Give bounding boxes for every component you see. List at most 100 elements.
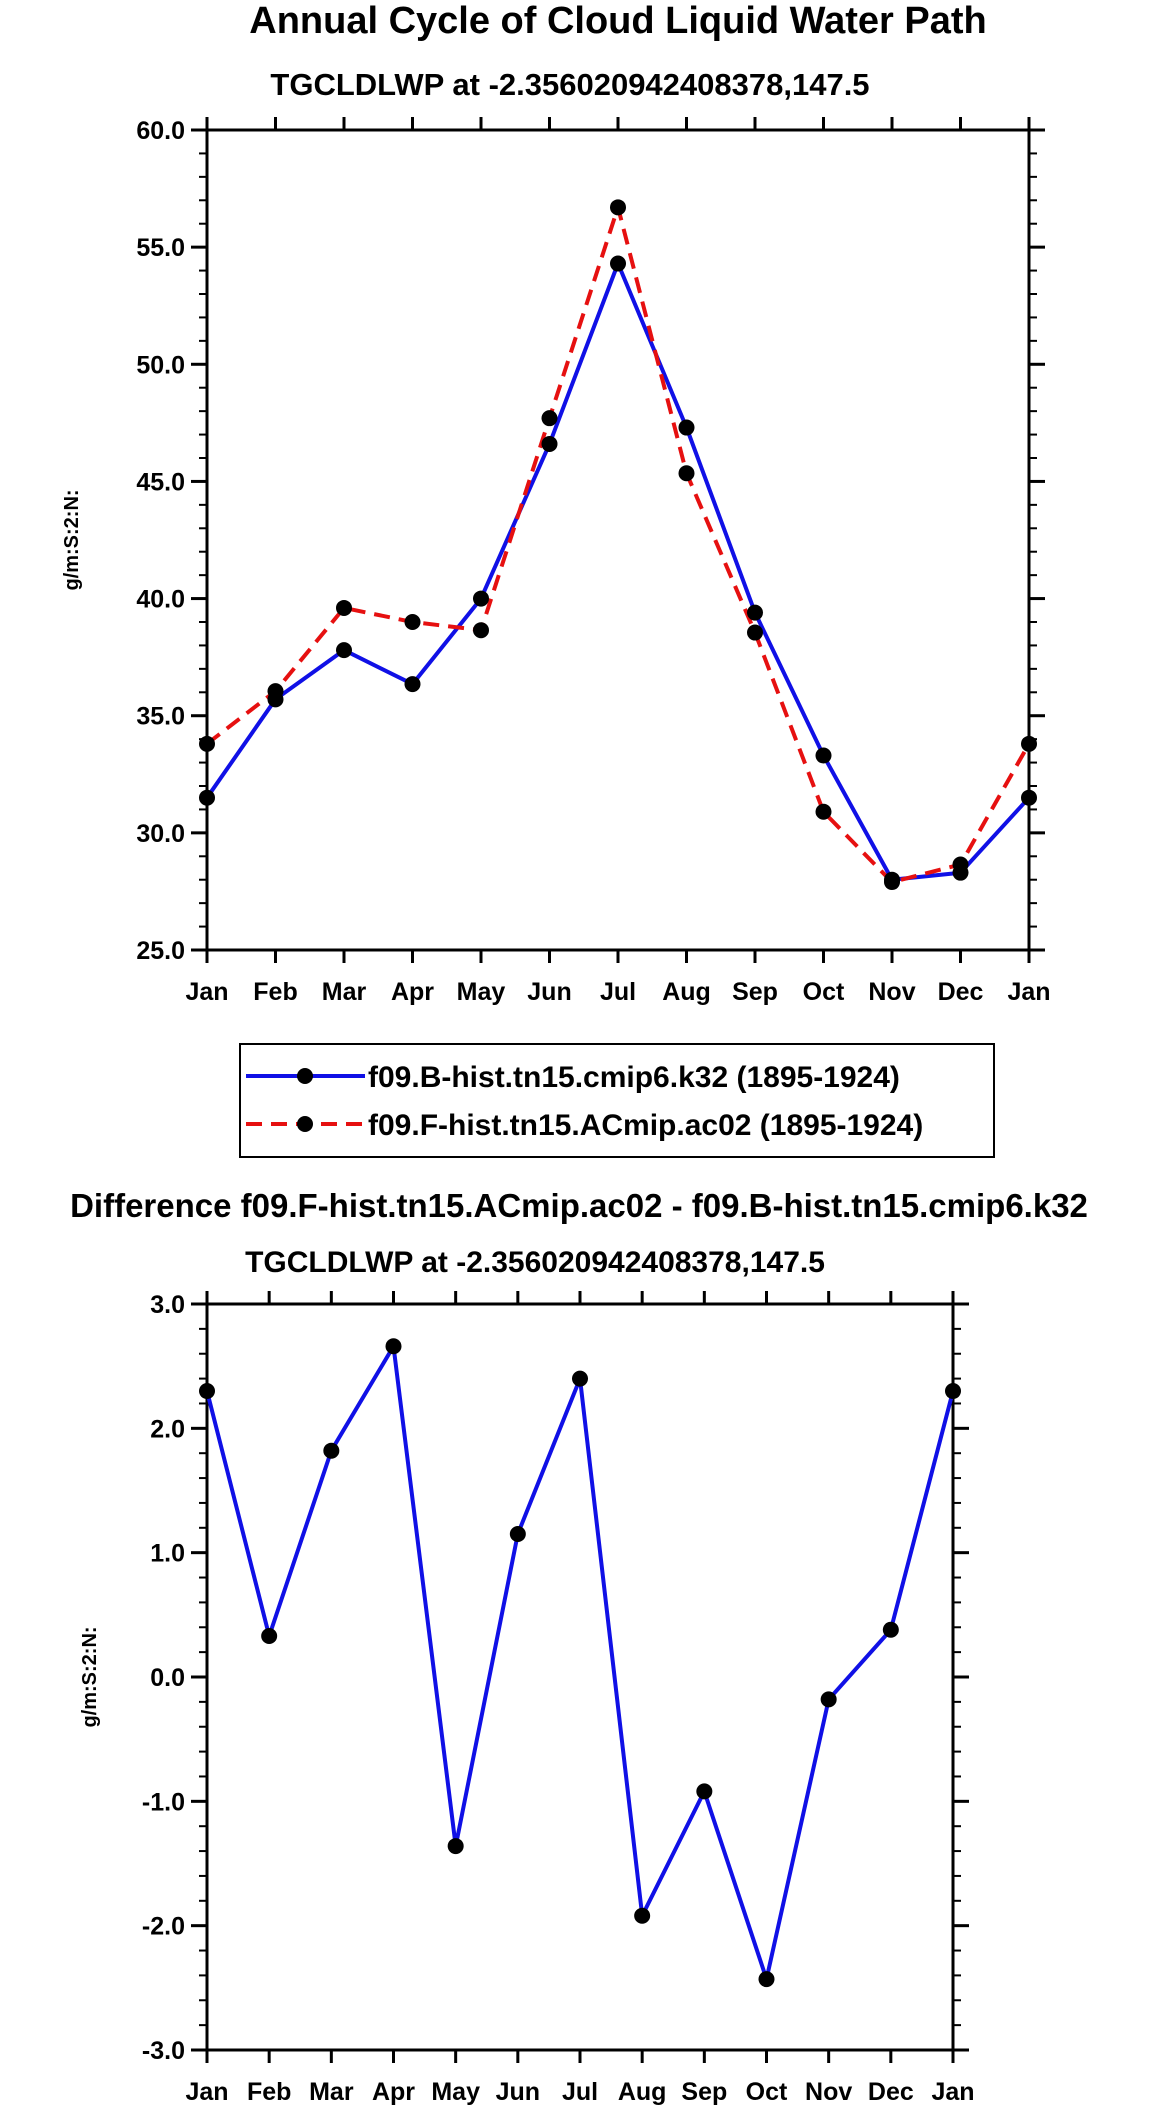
series-2-point — [336, 599, 352, 616]
series-2-point — [678, 465, 695, 482]
annual-cycle-chart: Annual Cycle of Cloud Liquid Water Path … — [61, 0, 1051, 1158]
series-2-point — [1021, 735, 1037, 752]
x-tick-label: Feb — [247, 2078, 291, 2106]
chart2-subtitle: TGCLDLWP at -2.356020942408378,147.5 — [245, 1246, 825, 1279]
x-tick-label: Mar — [309, 2078, 354, 2106]
y-tick-label: 50.0 — [136, 351, 185, 379]
series-1-point — [882, 1621, 899, 1638]
series-2-point — [952, 856, 969, 873]
x-tick-label: May — [457, 978, 506, 1006]
x-tick-label: Aug — [618, 2078, 667, 2106]
x-tick-label: Jan — [185, 2078, 228, 2106]
chart2-y-tick-labels: -3.0 -2.0 -1.0 0.0 1.0 2.0 3.0 — [142, 1291, 185, 2065]
series-2-point — [747, 624, 763, 641]
series-1-point — [696, 1783, 713, 1800]
y-tick-label: 30.0 — [136, 820, 185, 848]
series-2-point — [610, 199, 626, 216]
x-tick-label: Sep — [732, 978, 778, 1006]
series-2-point — [884, 874, 900, 891]
x-tick-label: Jul — [562, 2078, 598, 2106]
series-1-point — [541, 435, 558, 452]
x-tick-label: Mar — [322, 978, 367, 1006]
x-tick-label: Aug — [662, 978, 711, 1006]
series-2-point — [541, 410, 558, 427]
x-tick-label: Jun — [496, 2078, 540, 2106]
y-tick-label: 25.0 — [136, 937, 185, 965]
series-1-point — [336, 642, 352, 659]
chart1-ylabel: g/m:S:2:N: — [61, 489, 83, 590]
series-1-point — [199, 1383, 215, 1400]
series-line-1 — [205, 261, 1031, 882]
series-line-2 — [205, 205, 1031, 885]
legend-label-series-2: f09.F-hist.tn15.ACmip.ac02 (1895-1924) — [368, 1109, 923, 1142]
legend-box — [239, 1043, 995, 1158]
chart1-ticks — [191, 117, 1045, 963]
series-1-point — [610, 255, 626, 272]
y-tick-label: 0.0 — [150, 1664, 185, 1692]
x-tick-label: Jan — [931, 2078, 974, 2106]
difference-chart: Difference f09.F-hist.tn15.ACmip.ac02 - … — [70, 1187, 1088, 2106]
series-2-point — [404, 614, 421, 630]
series-2-point — [815, 803, 832, 820]
x-tick-label: Jan — [1007, 978, 1050, 1006]
y-tick-label: -1.0 — [142, 1788, 185, 1816]
chart1-y-tick-labels: 25.0 30.0 35.0 40.0 45.0 50.0 55.0 60.0 — [136, 117, 185, 965]
series-1-point — [473, 590, 489, 607]
y-tick-label: 45.0 — [136, 468, 185, 496]
chart1-title: Annual Cycle of Cloud Liquid Water Path — [249, 0, 987, 42]
chart2-x-tick-labels: Jan Feb Mar Apr May Jun Jul Aug Sep Oct Nov Dec Jan — [185, 2078, 974, 2106]
chart1-plot-frame — [205, 128, 1031, 952]
x-tick-label: Oct — [803, 978, 845, 1006]
series-1-point — [385, 1338, 402, 1355]
chart2-ticks — [191, 1291, 969, 2063]
x-tick-label: Nov — [868, 978, 915, 1006]
y-tick-label: -2.0 — [142, 1913, 185, 1941]
x-tick-label: Jul — [600, 978, 636, 1006]
chart1-x-tick-labels: Jan Feb Mar Apr May Jun Jul Aug Sep Oct Nov Dec Jan — [185, 978, 1050, 1006]
legend-marker-series-1 — [297, 1068, 313, 1084]
y-tick-label: 35.0 — [136, 703, 185, 731]
chart1-series — [199, 199, 1037, 891]
x-tick-label: Oct — [746, 2078, 788, 2106]
series-1-point — [1021, 789, 1037, 806]
series-1-point — [261, 1627, 278, 1644]
x-tick-label: Jan — [185, 978, 228, 1006]
series-1-point — [199, 789, 215, 806]
series-1-point — [447, 1838, 464, 1855]
chart2-plot-frame — [205, 1302, 955, 2052]
legend-label-series-1: f09.B-hist.tn15.cmip6.k32 (1895-1924) — [368, 1061, 900, 1094]
series-1-point — [404, 676, 421, 693]
chart1-subtitle: TGCLDLWP at -2.356020942408378,147.5 — [270, 67, 869, 102]
x-tick-label: Feb — [253, 978, 297, 1006]
y-tick-label: 55.0 — [136, 234, 185, 262]
y-tick-label: 3.0 — [150, 1291, 185, 1319]
chart1-legend: f09.B-hist.tn15.cmip6.k32 (1895-1924) f0… — [239, 1043, 995, 1158]
x-tick-label: Apr — [391, 978, 434, 1006]
y-tick-label: 60.0 — [136, 117, 185, 145]
y-tick-label: -3.0 — [142, 2037, 185, 2065]
series-1-point — [634, 1907, 651, 1924]
x-tick-label: Dec — [938, 978, 984, 1006]
series-1-point — [815, 747, 832, 764]
series-2-point — [267, 683, 284, 700]
y-tick-label: 40.0 — [136, 586, 185, 614]
series-1-point — [820, 1691, 837, 1708]
x-tick-label: Jun — [527, 978, 571, 1006]
x-tick-label: Sep — [681, 2078, 727, 2106]
series-1-point — [323, 1442, 340, 1459]
x-tick-label: Nov — [805, 2078, 852, 2106]
chart2-series — [199, 1338, 961, 1988]
series-2-point — [199, 735, 215, 752]
series-line-1 — [205, 1344, 955, 1982]
series-1-point — [572, 1370, 588, 1387]
series-2-point — [473, 622, 489, 639]
legend-marker-series-2 — [297, 1116, 313, 1132]
x-tick-label: Dec — [868, 2078, 914, 2106]
series-1-point — [509, 1526, 526, 1543]
x-tick-label: Apr — [372, 2078, 415, 2106]
y-tick-label: 2.0 — [150, 1415, 185, 1443]
series-1-point — [758, 1971, 775, 1988]
series-1-point — [678, 419, 695, 436]
x-tick-label: May — [431, 2078, 480, 2106]
